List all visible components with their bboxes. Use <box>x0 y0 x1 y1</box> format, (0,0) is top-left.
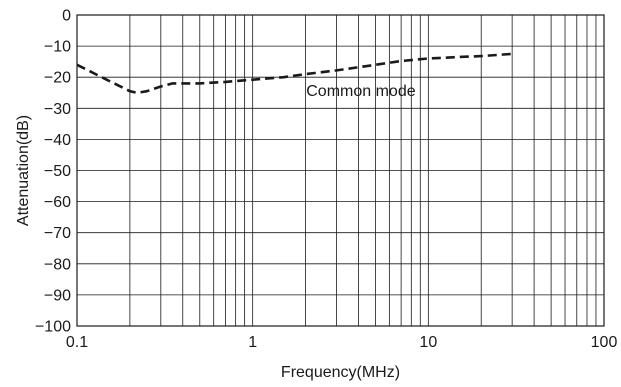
y-tick-label: −70 <box>44 225 71 242</box>
series-layer <box>76 52 513 95</box>
plot-frame <box>76 14 605 327</box>
y-tick-label: −30 <box>44 101 71 118</box>
y-axis-title: Attenuation(dB) <box>15 115 32 226</box>
y-tick-label: −100 <box>35 319 71 336</box>
x-axis-title: Frequency(MHz) <box>281 364 400 381</box>
y-tick-label: −20 <box>44 70 71 87</box>
y-tick-label: −80 <box>44 256 71 273</box>
grid-lines <box>77 15 604 326</box>
y-tick-label: −40 <box>44 132 71 149</box>
y-tick-label: 0 <box>62 8 71 25</box>
x-tick-label: 1 <box>248 334 257 351</box>
x-tick-label: 10 <box>419 334 437 351</box>
x-tick-label: 100 <box>591 334 618 351</box>
y-tick-label: −10 <box>44 39 71 56</box>
series-annotation-label: Common mode <box>306 83 415 100</box>
x-tick-label: 0.1 <box>66 334 88 351</box>
y-tick-label: −90 <box>44 287 71 304</box>
y-tick-label: −60 <box>44 194 71 211</box>
y-tick-label: −50 <box>44 163 71 180</box>
series-line-common-mode <box>76 52 513 95</box>
